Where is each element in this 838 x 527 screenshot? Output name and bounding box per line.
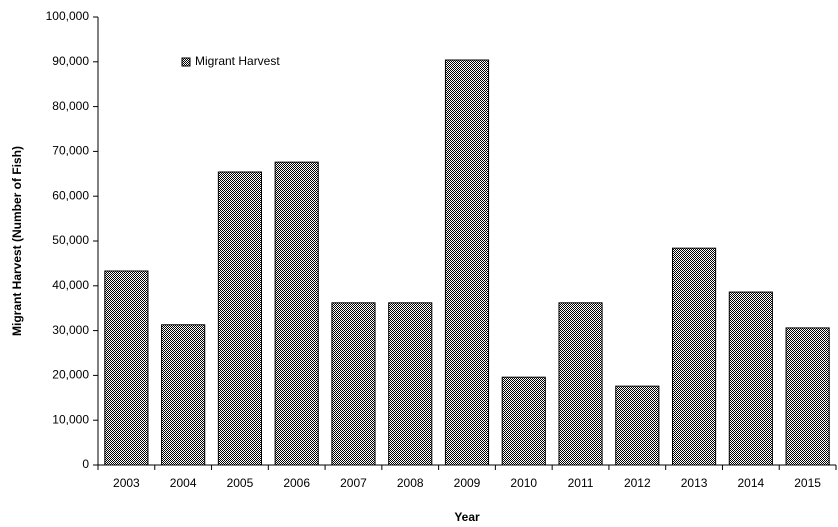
y-tick-label: 30,000 [52, 323, 89, 337]
x-tick-label: 2014 [737, 476, 764, 490]
bar [274, 161, 319, 466]
y-tick-label: 100,000 [46, 9, 90, 23]
y-tick-label: 20,000 [52, 368, 89, 382]
bar [558, 302, 603, 466]
x-tick-label: 2012 [624, 476, 651, 490]
x-tick-label: 2006 [283, 476, 310, 490]
x-tick-label: 2011 [568, 476, 594, 490]
bar [444, 59, 490, 466]
y-tick-label: 80,000 [52, 99, 89, 113]
bar [331, 302, 376, 466]
legend-swatch [181, 57, 191, 67]
y-tick-label: 0 [82, 457, 89, 471]
bar [672, 247, 717, 466]
x-tick-label: 2003 [113, 476, 140, 490]
x-tick-label: 2008 [397, 476, 424, 490]
x-tick-label: 2013 [681, 476, 708, 490]
x-tick-label: 2007 [340, 476, 367, 490]
y-tick-label: 60,000 [52, 188, 89, 202]
bar [615, 385, 660, 466]
x-tick-label: 2009 [454, 476, 481, 490]
bar [728, 291, 773, 466]
x-tick-label: 2004 [170, 476, 197, 490]
x-tick-label: 2015 [794, 476, 821, 490]
y-tick-label: 40,000 [52, 278, 89, 292]
x-tick-label: 2005 [227, 476, 254, 490]
bar [217, 171, 262, 466]
legend-label: Migrant Harvest [195, 54, 280, 68]
bar [501, 376, 546, 466]
bar [104, 270, 149, 466]
y-axis-title: Migrant Harvest (Number of Fish) [10, 146, 24, 336]
x-axis-title: Year [454, 510, 480, 524]
y-tick-label: 50,000 [52, 233, 89, 247]
bar [785, 327, 830, 466]
y-tick-label: 10,000 [52, 412, 89, 426]
y-tick-label: 90,000 [52, 54, 89, 68]
bar [388, 302, 433, 466]
x-tick-label: 2010 [510, 476, 537, 490]
bar [161, 324, 206, 466]
y-tick-label: 70,000 [52, 144, 89, 158]
